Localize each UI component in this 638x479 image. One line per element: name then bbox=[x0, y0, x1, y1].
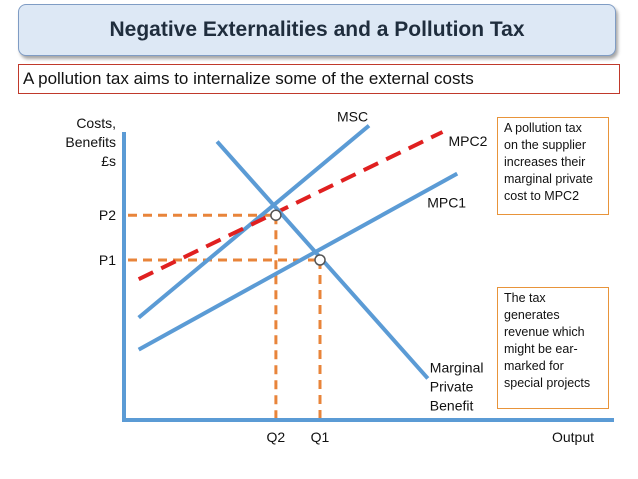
note-line: generates bbox=[504, 308, 560, 322]
y-tick-label: P2 bbox=[99, 207, 116, 223]
note-line: marginal private bbox=[504, 172, 593, 186]
y-axis-label: Costs, Benefits £s bbox=[65, 115, 116, 169]
note-line: A pollution tax bbox=[504, 121, 582, 135]
curve-label-msc-curve: MSC bbox=[337, 109, 368, 125]
note-line: increases their bbox=[504, 155, 586, 169]
note-revenue: The tax generates revenue which might be… bbox=[497, 287, 609, 409]
page-title: Negative Externalities and a Pollution T… bbox=[18, 4, 616, 56]
x-axis-label: Output bbox=[552, 429, 594, 445]
note-line: might be ear- bbox=[504, 342, 578, 356]
note-tax-cost: A pollution tax on the supplier increase… bbox=[497, 117, 609, 215]
curve-label-mpc2-curve: MPC2 bbox=[449, 133, 488, 149]
note-line: marked for bbox=[504, 359, 564, 373]
y-tick-label: P1 bbox=[99, 252, 116, 268]
equilibrium-point bbox=[270, 209, 282, 221]
mpc1-curve bbox=[137, 171, 459, 352]
x-tick-label: Q1 bbox=[311, 429, 330, 445]
mpc2-curve bbox=[137, 130, 444, 281]
note-line: revenue which bbox=[504, 325, 585, 339]
note-line: special projects bbox=[504, 376, 591, 390]
x-tick-label: Q2 bbox=[267, 429, 286, 445]
note-line: on the supplier bbox=[504, 138, 587, 152]
note-line: The tax bbox=[504, 291, 546, 305]
curve-label-mpc1-curve: MPC1 bbox=[427, 195, 466, 211]
note-line: cost to MPC2 bbox=[504, 189, 580, 203]
subtitle: A pollution tax aims to internalize some… bbox=[18, 64, 620, 94]
equilibrium-point bbox=[314, 254, 326, 266]
curve-label-marginal-private-benefit-curve: Marginal Private Benefit bbox=[430, 359, 484, 413]
